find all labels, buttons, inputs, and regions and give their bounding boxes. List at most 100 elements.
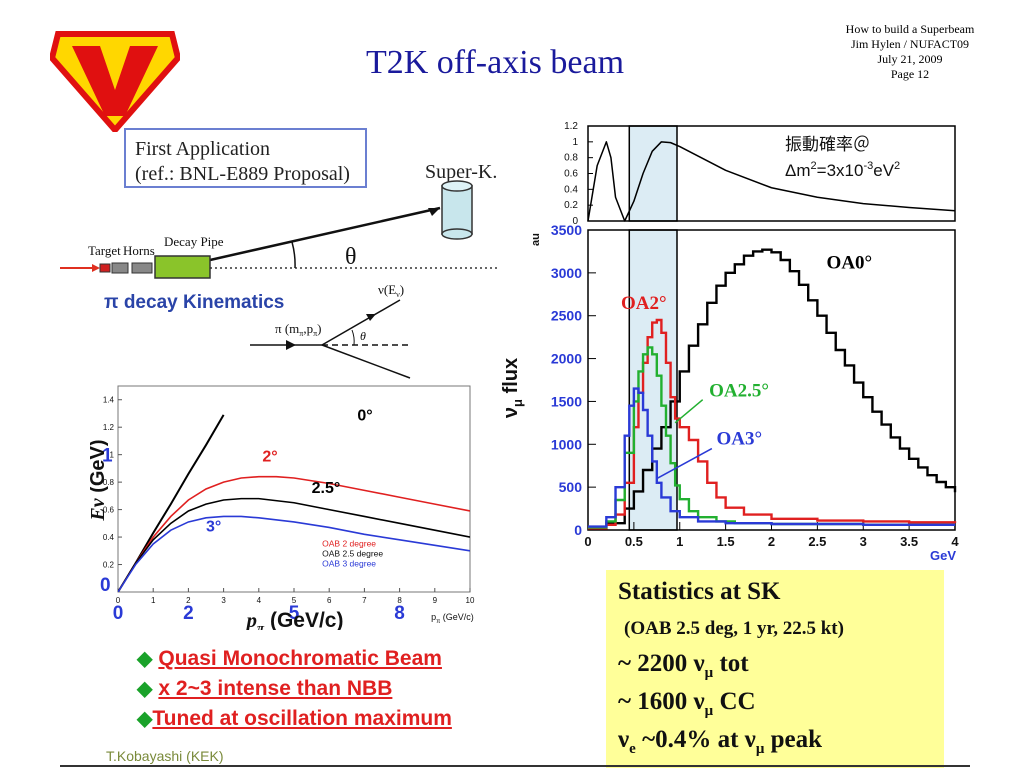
x-tick-label: 3: [221, 596, 226, 605]
nu-energy-label: ν(Eν): [378, 282, 404, 299]
y-tick-label: 3500: [551, 222, 582, 238]
x-annotation: 8: [394, 603, 405, 624]
first-application-box: First Application (ref.: BNL-E889 Propos…: [124, 128, 367, 188]
flux-histogram: [588, 387, 955, 528]
super-k-detector: [441, 180, 473, 240]
x-axis-title: pπ (GeV/c): [245, 608, 344, 630]
curve-label: 0°: [357, 407, 372, 424]
delta-m-label: Δm2=3x10-3eV2: [785, 160, 900, 180]
x-annotation: 2: [183, 603, 194, 624]
y-tick-label: 500: [559, 479, 583, 495]
y-axis-unit: au: [530, 233, 542, 246]
statistics-heading: Statistics at SK: [618, 578, 781, 605]
footer-divider: [60, 765, 970, 767]
pi-decay-heading: π decay Kinematics: [104, 292, 284, 313]
legend-entry: OAB 3 degree: [322, 559, 376, 569]
series-line: [118, 475, 470, 592]
target: [99, 263, 111, 273]
bullet-text: x 2~3 intense than NBB: [158, 677, 393, 700]
diamond-icon: ◆: [137, 678, 153, 700]
x-axis-unit: GeV: [930, 548, 956, 563]
decay-pipe: [154, 255, 211, 279]
slide-meta: How to build a Superbeam Jim Hylen / NUF…: [810, 22, 1010, 82]
legend-entry: OAB 2.5 degree: [322, 549, 383, 559]
curve-label: OA2°: [621, 293, 667, 314]
y-tick-label: 2500: [551, 308, 582, 324]
x-tick-label: 6: [327, 596, 332, 605]
small-theta-label: θ: [360, 329, 366, 343]
y-tick-label: 0.6: [564, 169, 578, 180]
horn-2: [131, 262, 153, 274]
x-tick-label: 5: [292, 596, 297, 605]
y-tick-label: 3000: [551, 265, 582, 281]
x-tick-label: 2: [186, 596, 191, 605]
series-line: [118, 515, 470, 592]
y-axis-title: νμ flux: [500, 358, 525, 418]
y-tick-label: 0.2: [103, 561, 115, 570]
beamline-diagram: Super-K. θ Target Horns Decay Pipe π dec…: [60, 161, 500, 379]
highlight-band: [628, 229, 678, 531]
curve-label: OA3°: [716, 428, 762, 449]
diamond-icon: ◆: [137, 708, 153, 730]
horns-label: Horns: [123, 243, 155, 258]
series-line: [118, 497, 470, 592]
y-axis-title: Eν (GeV): [90, 439, 109, 521]
bullet-item: ◆Tuned at oscillation maximum: [137, 706, 452, 736]
curve-label: OA0°: [827, 253, 873, 274]
flux-histogram: [588, 318, 957, 530]
y-annotation: 0: [100, 575, 111, 596]
oscillation-title: 振動確率＠: [785, 135, 870, 154]
x-tick-label: 2: [768, 534, 775, 549]
x-annotation: 5: [289, 603, 300, 624]
statistics-nue: νe ~0.4% at νμ peak: [618, 726, 823, 757]
bullet-item: ◆ x 2~3 intense than NBB: [137, 676, 452, 706]
y-tick-label: 0: [572, 216, 578, 227]
meta-date: July 21, 2009: [877, 52, 943, 66]
bullet-list: ◆ Quasi Monochromatic Beam ◆ x 2~3 intense…: [137, 646, 452, 736]
horn-1: [111, 262, 129, 274]
x-tick-label: 1: [676, 534, 683, 549]
y-tick-label: 0.6: [103, 506, 115, 515]
footer-credit: T.Kobayashi (KEK): [106, 748, 224, 764]
bullet-text: Quasi Monochromatic Beam: [158, 647, 442, 670]
y-tick-label: 0.8: [103, 478, 115, 487]
y-tick-label: 1: [110, 451, 115, 460]
off-axis-line: [209, 206, 441, 262]
y-tick-label: 1000: [551, 436, 582, 452]
x-tick-label: 8: [397, 596, 402, 605]
curve-label: 2°: [262, 449, 277, 466]
pi-momentum-label: π (mπ,pπ): [275, 321, 321, 338]
bullet-item: ◆ Quasi Monochromatic Beam: [137, 646, 452, 676]
x-tick-label: 4: [257, 596, 262, 605]
y-tick-label: 0.4: [564, 184, 578, 195]
neutrino-flux-chart: 3500 3000 2500 2000 1500 1000 500 00 0.5 1 1.5 2 2.5…: [500, 222, 959, 563]
reference-line: (ref.: BNL-E889 Proposal): [135, 163, 350, 185]
curve-label: 2.5°: [312, 480, 341, 497]
x-tick-label: 3: [860, 534, 867, 549]
x-tick-label: 1.5: [717, 534, 735, 549]
y-tick-label: 0.2: [564, 200, 578, 211]
energy-vs-momentum-chart: 0 1 2 3 4 5 6 7 8 9 10 0.2 0.4 0.6 0.8 1 1.2 1.4 0° 2° 2.5°…: [90, 385, 475, 630]
x-tick-label: 10: [466, 596, 475, 605]
x-tick-label: 2.5: [808, 534, 826, 549]
y-tick-label: 1500: [551, 393, 582, 409]
y-tick-label: 0.4: [103, 533, 115, 542]
y-tick-label: 0: [574, 522, 582, 538]
oscillation-probability-chart: 1.2 1 0.8 0.6 0.4 0.2 0 振動確率＠ Δm2=3x10-3eV2: [564, 121, 956, 227]
curve-label: 3°: [206, 519, 221, 536]
statistics-conditions: (OAB 2.5 deg, 1 yr, 22.5 kt): [624, 618, 844, 639]
y-tick-label: 1.4: [103, 396, 115, 405]
diamond-icon: ◆: [137, 648, 153, 670]
flux-histogram: [588, 248, 957, 530]
x-tick-label: 9: [433, 596, 438, 605]
statistics-cc: ~ 1600 νμ CC: [618, 688, 756, 719]
slide-title: T2K off-axis beam: [365, 44, 625, 81]
x-tick-label: 4: [951, 534, 959, 549]
x-tick-label: 1: [151, 596, 156, 605]
x-tick-label: 7: [362, 596, 367, 605]
curve-label: OA2.5°: [709, 380, 769, 401]
bullet-text: Tuned at oscillation maximum: [152, 707, 452, 730]
meta-page: Page 12: [890, 67, 930, 81]
decay-pipe-label: Decay Pipe: [164, 234, 224, 249]
superman-v-logo: [50, 31, 180, 132]
